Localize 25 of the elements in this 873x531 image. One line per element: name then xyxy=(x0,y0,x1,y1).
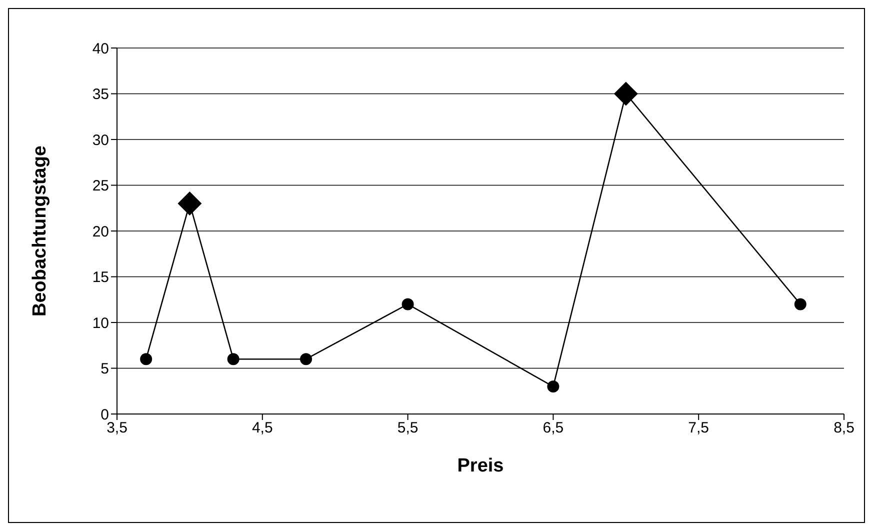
x-tick-label: 8,5 xyxy=(834,420,854,437)
y-tick-label: 10 xyxy=(92,314,109,332)
x-axis-title: Preis xyxy=(457,455,504,476)
y-tick-label: 0 xyxy=(100,406,109,424)
x-tick-label: 7,5 xyxy=(688,420,710,437)
point xyxy=(794,298,806,310)
y-tick-label: 35 xyxy=(92,86,109,104)
point xyxy=(300,353,312,366)
y-tick-label: 30 xyxy=(92,132,109,149)
y-axis-title: Beobachtungstage xyxy=(30,145,51,317)
y-tick-label: 5 xyxy=(100,360,109,378)
y-tick-label: 25 xyxy=(92,178,109,195)
point xyxy=(614,82,638,106)
x-tick-label: 5,5 xyxy=(397,420,418,437)
point xyxy=(227,353,240,366)
y-tick-label: 20 xyxy=(92,223,109,240)
x-tick-label: 4,5 xyxy=(252,420,273,437)
x-tick-label: 3,5 xyxy=(106,420,128,437)
y-tick-label: 40 xyxy=(92,40,109,58)
point xyxy=(178,192,202,216)
point xyxy=(140,353,152,366)
point xyxy=(547,380,560,393)
y-tick-label: 15 xyxy=(92,269,109,286)
point xyxy=(402,298,414,310)
x-tick-label: 6,5 xyxy=(542,420,564,437)
